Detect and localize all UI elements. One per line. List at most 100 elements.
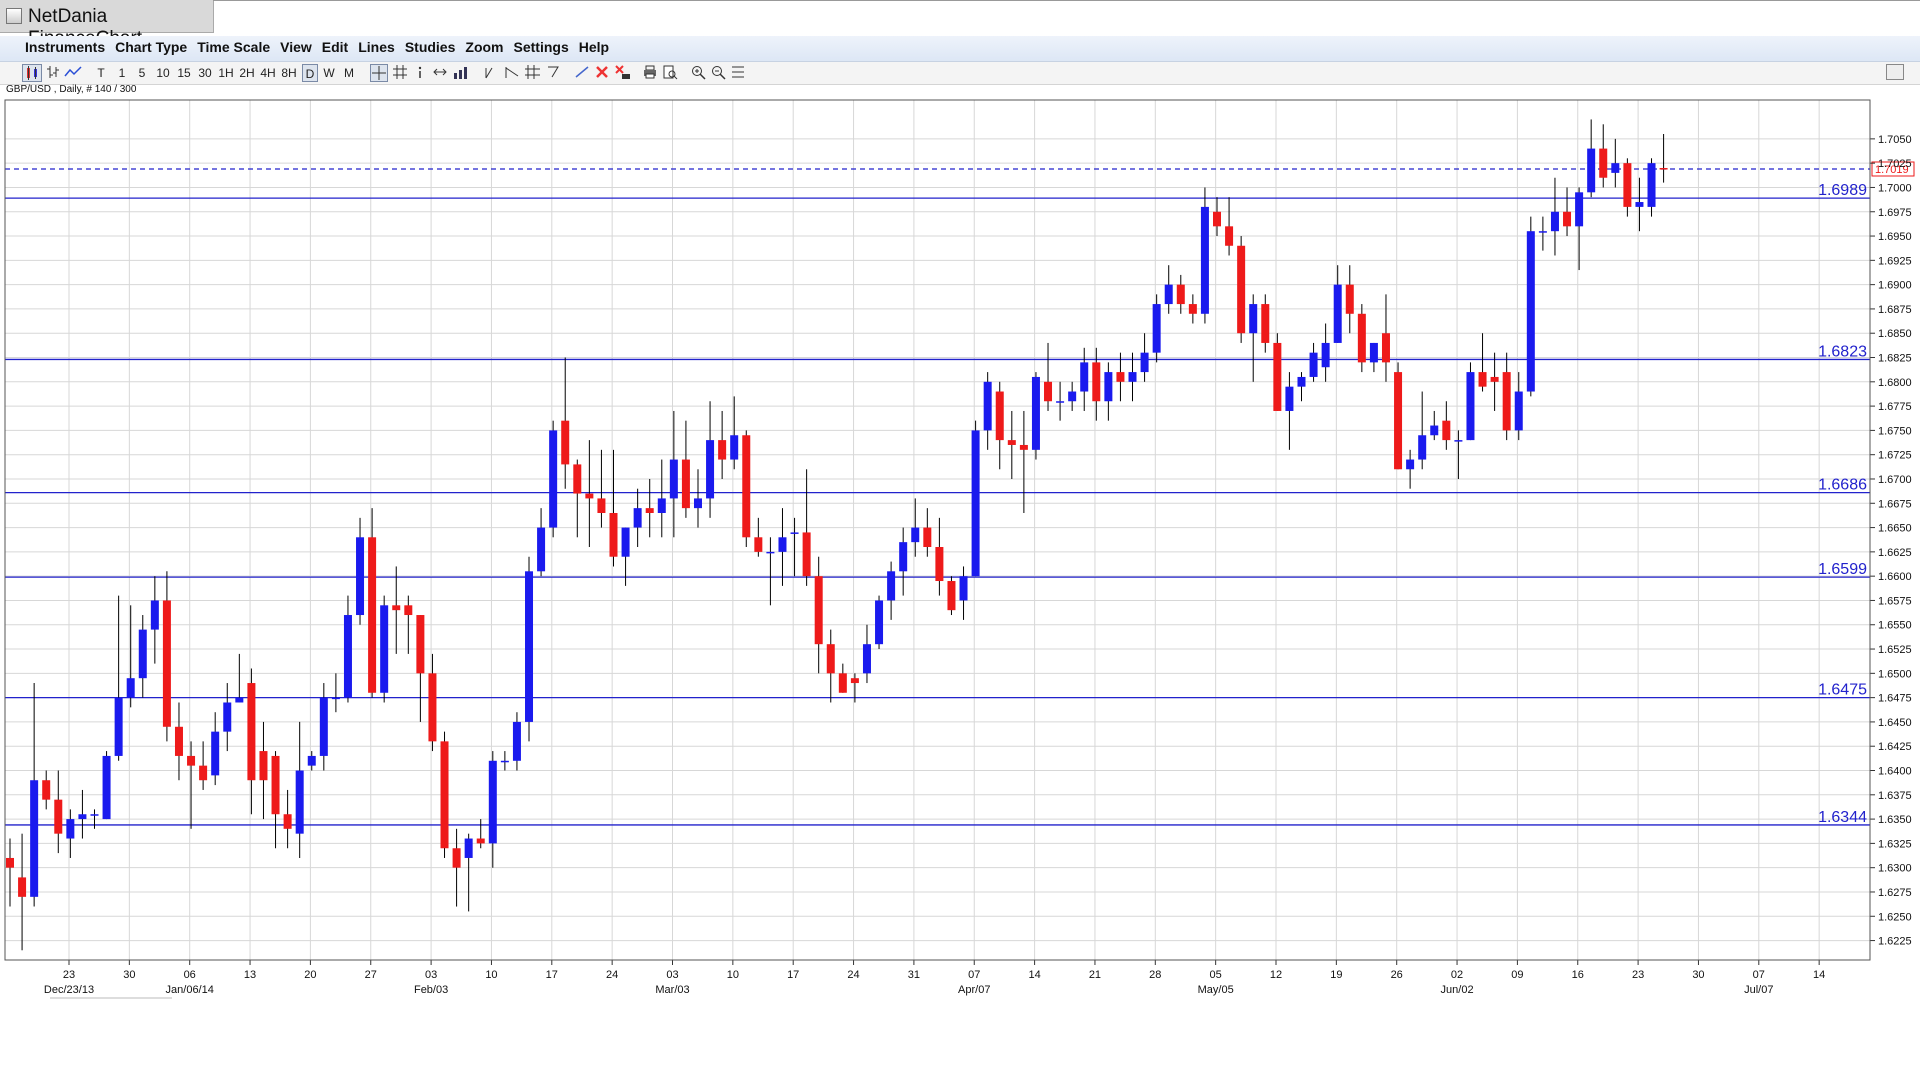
menu-settings[interactable]: Settings [513, 39, 569, 55]
timeframe-d[interactable]: D [302, 64, 318, 82]
menu-chart-type[interactable]: Chart Type [115, 39, 188, 55]
y-tick-label: 1.6625 [1878, 547, 1912, 559]
candle [174, 702, 183, 781]
timeframe-w[interactable]: W [323, 66, 335, 80]
window-restore-icon[interactable] [1886, 64, 1904, 80]
candle [645, 478, 654, 538]
candle-body [862, 644, 871, 674]
candle [1345, 265, 1354, 334]
timeframe-2h[interactable]: 2H [239, 66, 255, 80]
candle-body [259, 751, 268, 781]
title-bar: NetDania FinanceChart [0, 0, 214, 49]
menu-time-scale[interactable]: Time Scale [197, 39, 271, 55]
candle-body [1381, 333, 1390, 363]
candle-body [1418, 435, 1427, 460]
menu-zoom[interactable]: Zoom [465, 39, 504, 55]
candle [838, 663, 847, 693]
timeframe-1h[interactable]: 1H [218, 66, 234, 80]
grid-icon[interactable] [392, 64, 408, 82]
line-chart-icon[interactable] [64, 64, 82, 82]
candle [585, 440, 594, 548]
candle-body [271, 755, 280, 815]
candle [283, 789, 292, 849]
candle [754, 517, 763, 557]
delete-all-icon[interactable] [614, 64, 632, 82]
candle-body [1442, 420, 1451, 441]
timeframe-1[interactable]: 1 [118, 66, 126, 80]
fibonacci-icon[interactable] [524, 64, 542, 82]
x-tick-label: 13 [244, 969, 256, 981]
y-tick-label: 1.6275 [1878, 887, 1912, 899]
candle-body [1514, 391, 1523, 431]
candlestick-chart-icon[interactable] [22, 64, 42, 82]
candle [1164, 265, 1173, 314]
candle-body [30, 780, 39, 897]
crosshair-icon[interactable] [370, 64, 388, 82]
menu-instruments[interactable]: Instruments [25, 39, 106, 55]
ray-line-icon[interactable] [504, 64, 520, 82]
menu-studies[interactable]: Studies [404, 39, 456, 55]
x-tick-label: 17 [787, 969, 799, 981]
candle [1152, 294, 1161, 363]
scroll-arrows-icon[interactable] [432, 64, 448, 82]
candle [814, 556, 823, 674]
menu-view[interactable]: View [280, 39, 312, 55]
menu-lines[interactable]: Lines [358, 39, 395, 55]
candle [657, 459, 666, 538]
y-tick-label: 1.6325 [1878, 838, 1912, 850]
candle-body [1044, 381, 1053, 402]
timeframe-4h[interactable]: 4H [260, 66, 276, 80]
draw-line-icon[interactable] [574, 64, 590, 82]
x-tick-label: 24 [847, 969, 859, 981]
candle-body [174, 726, 183, 756]
candle [742, 430, 751, 548]
x-tick-label: 05 [1210, 969, 1222, 981]
candle [790, 517, 799, 577]
fit-chart-icon[interactable] [730, 64, 746, 82]
candle [356, 517, 365, 625]
print-preview-icon[interactable] [662, 64, 678, 82]
y-tick-label: 1.6600 [1878, 571, 1912, 583]
candle [126, 605, 135, 708]
timeframe-t[interactable]: T [97, 66, 105, 80]
candle [1369, 342, 1378, 373]
timeframe-30[interactable]: 30 [198, 66, 212, 80]
candle [54, 770, 63, 854]
timeframe-5[interactable]: 5 [138, 66, 146, 80]
print-icon[interactable] [642, 64, 658, 82]
candle-body [754, 537, 763, 552]
menu-edit[interactable]: Edit [321, 39, 349, 55]
candle-body [1599, 148, 1608, 178]
cursor-arrow-icon[interactable] [546, 64, 560, 82]
volume-icon[interactable] [452, 64, 470, 82]
zoom-out-icon[interactable] [710, 64, 726, 82]
candle [899, 527, 908, 596]
timeframe-10[interactable]: 10 [156, 66, 170, 80]
candle-body [1249, 304, 1258, 334]
candle [1104, 362, 1113, 421]
x-tick-label: 23 [63, 969, 75, 981]
delete-icon[interactable] [594, 64, 610, 82]
trendline-icon[interactable] [484, 64, 500, 82]
candle [223, 683, 232, 752]
timeframe-8h[interactable]: 8H [281, 66, 297, 80]
candle [730, 396, 739, 470]
candle [488, 751, 497, 868]
candle [766, 537, 775, 606]
candle [1285, 372, 1294, 450]
candle-body [235, 697, 244, 703]
timeframe-m[interactable]: M [344, 66, 354, 80]
candle [307, 751, 316, 771]
ohlc-bar-chart-icon[interactable] [45, 64, 61, 82]
zoom-in-icon[interactable] [690, 64, 706, 82]
timeframe-15[interactable]: 15 [177, 66, 191, 80]
candle [150, 576, 159, 664]
candle-body [742, 435, 751, 538]
info-icon[interactable] [414, 64, 426, 82]
candle-body [295, 770, 304, 834]
candle-body [102, 755, 111, 820]
candle-body [1394, 372, 1403, 470]
candle-body [1309, 352, 1318, 377]
menu-help[interactable]: Help [578, 39, 610, 55]
candle [1478, 333, 1487, 392]
